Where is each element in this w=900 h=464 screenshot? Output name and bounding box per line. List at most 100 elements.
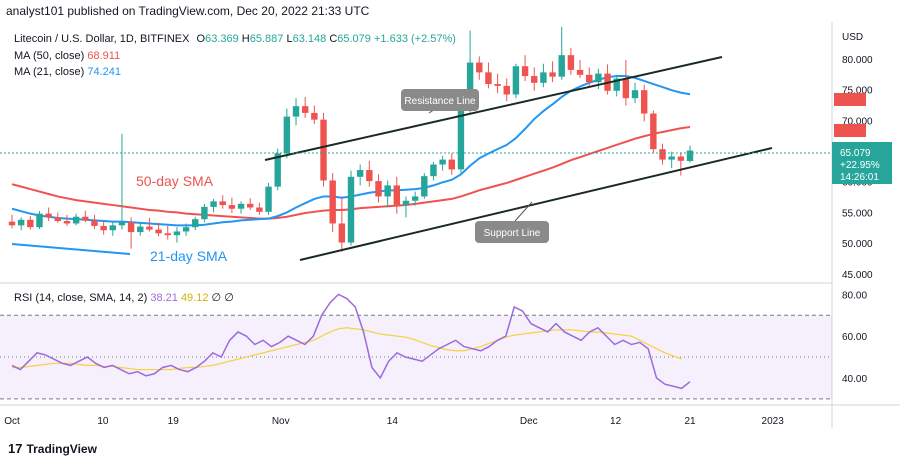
candle-body xyxy=(182,227,190,232)
price-tag-change: +22.95% xyxy=(840,160,880,171)
candle-body xyxy=(338,223,346,243)
candle-body xyxy=(366,170,373,182)
tradingview-footer[interactable]: 17 TradingView xyxy=(8,441,97,456)
candle-body xyxy=(265,186,272,212)
ma50-value: 68.911 xyxy=(87,50,121,62)
price-tick-label: 50.000 xyxy=(842,239,873,250)
candle-body xyxy=(586,74,593,83)
candle-body xyxy=(118,222,126,226)
price-tick-label: 55.000 xyxy=(842,208,873,219)
support-callout-text: Support Line xyxy=(484,228,541,239)
open-label: O xyxy=(196,33,206,45)
ma50-legend: MA (50, close) 68.911 xyxy=(14,50,120,62)
close-value: 65.079 xyxy=(337,33,371,45)
rsi-legend: RSI (14, close, SMA, 14, 2) 38.21 49.12 … xyxy=(14,291,234,304)
candle-body xyxy=(402,200,410,206)
symbol-legend: Litecoin / U.S. Dollar, 1D, BITFINEX O63… xyxy=(14,33,456,45)
open-value: 63.369 xyxy=(205,33,239,45)
support-callout xyxy=(475,221,549,243)
candle-body xyxy=(531,76,538,83)
price-tick-label: 80.000 xyxy=(842,55,873,66)
rsi-extra-1: ∅ xyxy=(211,292,222,304)
candle-body xyxy=(109,225,116,231)
price-tick-label: 75.000 xyxy=(842,86,873,97)
time-tick-label: 21 xyxy=(684,416,696,427)
candle-body xyxy=(503,85,510,95)
candle-body xyxy=(329,180,336,224)
candle-body xyxy=(164,233,171,236)
ma21-label: MA (21, close) xyxy=(14,66,85,78)
candle-body xyxy=(384,185,391,197)
candle-body xyxy=(54,217,62,222)
candle-body xyxy=(45,213,52,218)
candle-body xyxy=(311,112,318,120)
rsi-sma-line xyxy=(12,327,682,371)
price-tag-countdown: 14:26:01 xyxy=(840,172,879,183)
candle-body xyxy=(356,170,364,177)
candle-body xyxy=(439,159,446,165)
candle-body xyxy=(137,226,144,233)
price-tag xyxy=(832,142,892,184)
symbol-name: Litecoin / U.S. Dollar, 1D, BITFINEX xyxy=(14,33,190,45)
ma50-price-tag xyxy=(834,124,866,137)
candle-body xyxy=(228,205,236,209)
candle-body xyxy=(256,207,263,212)
rsi-extra-2: ∅ xyxy=(224,292,234,304)
candle-body xyxy=(72,216,80,224)
candle-body xyxy=(8,221,16,226)
candle-body xyxy=(292,106,300,117)
high-label: H xyxy=(241,33,250,45)
candle-body xyxy=(173,231,181,236)
candle-body xyxy=(595,73,602,83)
candle-body xyxy=(27,219,34,228)
candle-body xyxy=(549,72,556,77)
tradingview-brand: TradingView xyxy=(26,441,97,456)
low-label: L xyxy=(286,33,293,45)
time-tick-label: 2023 xyxy=(762,416,785,427)
rsi-tick-label: 40.00 xyxy=(842,374,867,385)
time-tick-label: Nov xyxy=(272,416,290,427)
candle-body xyxy=(375,181,382,197)
price-tick-label: 45.000 xyxy=(842,270,873,281)
candle-body xyxy=(17,219,25,226)
currency-label: USD xyxy=(842,32,863,43)
time-tick-label: Oct xyxy=(4,416,20,427)
candle-body xyxy=(476,62,483,73)
candle-body xyxy=(631,90,639,99)
sma21-marker-line xyxy=(11,243,131,255)
candle-body xyxy=(567,55,575,70)
candle-body xyxy=(36,213,43,228)
ma21-price-tag xyxy=(834,93,866,106)
resistance-callout xyxy=(401,89,479,111)
ma50-label: MA (50, close) xyxy=(14,50,85,62)
candle-body xyxy=(283,116,291,154)
candle-body xyxy=(192,219,199,228)
candle-body xyxy=(274,153,281,187)
candle-body xyxy=(650,113,657,150)
candle-body xyxy=(466,62,474,108)
sma50-annotation: 50-day SMA xyxy=(136,173,214,189)
candle-body xyxy=(82,216,89,221)
rsi-tick-label: 80.00 xyxy=(842,290,867,301)
rsi-line xyxy=(11,293,691,390)
candle-body xyxy=(201,206,208,220)
candle-body xyxy=(301,106,309,113)
candle-body xyxy=(127,222,135,233)
support-trendline[interactable] xyxy=(299,147,773,261)
rsi-tick-label: 60.00 xyxy=(842,332,867,343)
time-tick-label: 14 xyxy=(387,416,399,427)
candle-body xyxy=(63,221,71,224)
candle-body xyxy=(576,69,584,75)
candle-body xyxy=(457,107,465,170)
candle-body xyxy=(668,156,675,160)
ma21-legend: MA (21, close) 74.241 xyxy=(14,66,121,78)
resistance-trendline[interactable] xyxy=(264,56,723,161)
candle-body xyxy=(155,229,162,234)
candle-body xyxy=(558,55,565,77)
candle-body xyxy=(210,201,217,207)
candle-body xyxy=(347,176,355,243)
sma21-annotation: 21-day SMA xyxy=(150,248,228,264)
candle-body xyxy=(247,203,254,208)
published-header: analyst101 published on TradingView.com,… xyxy=(6,4,370,18)
